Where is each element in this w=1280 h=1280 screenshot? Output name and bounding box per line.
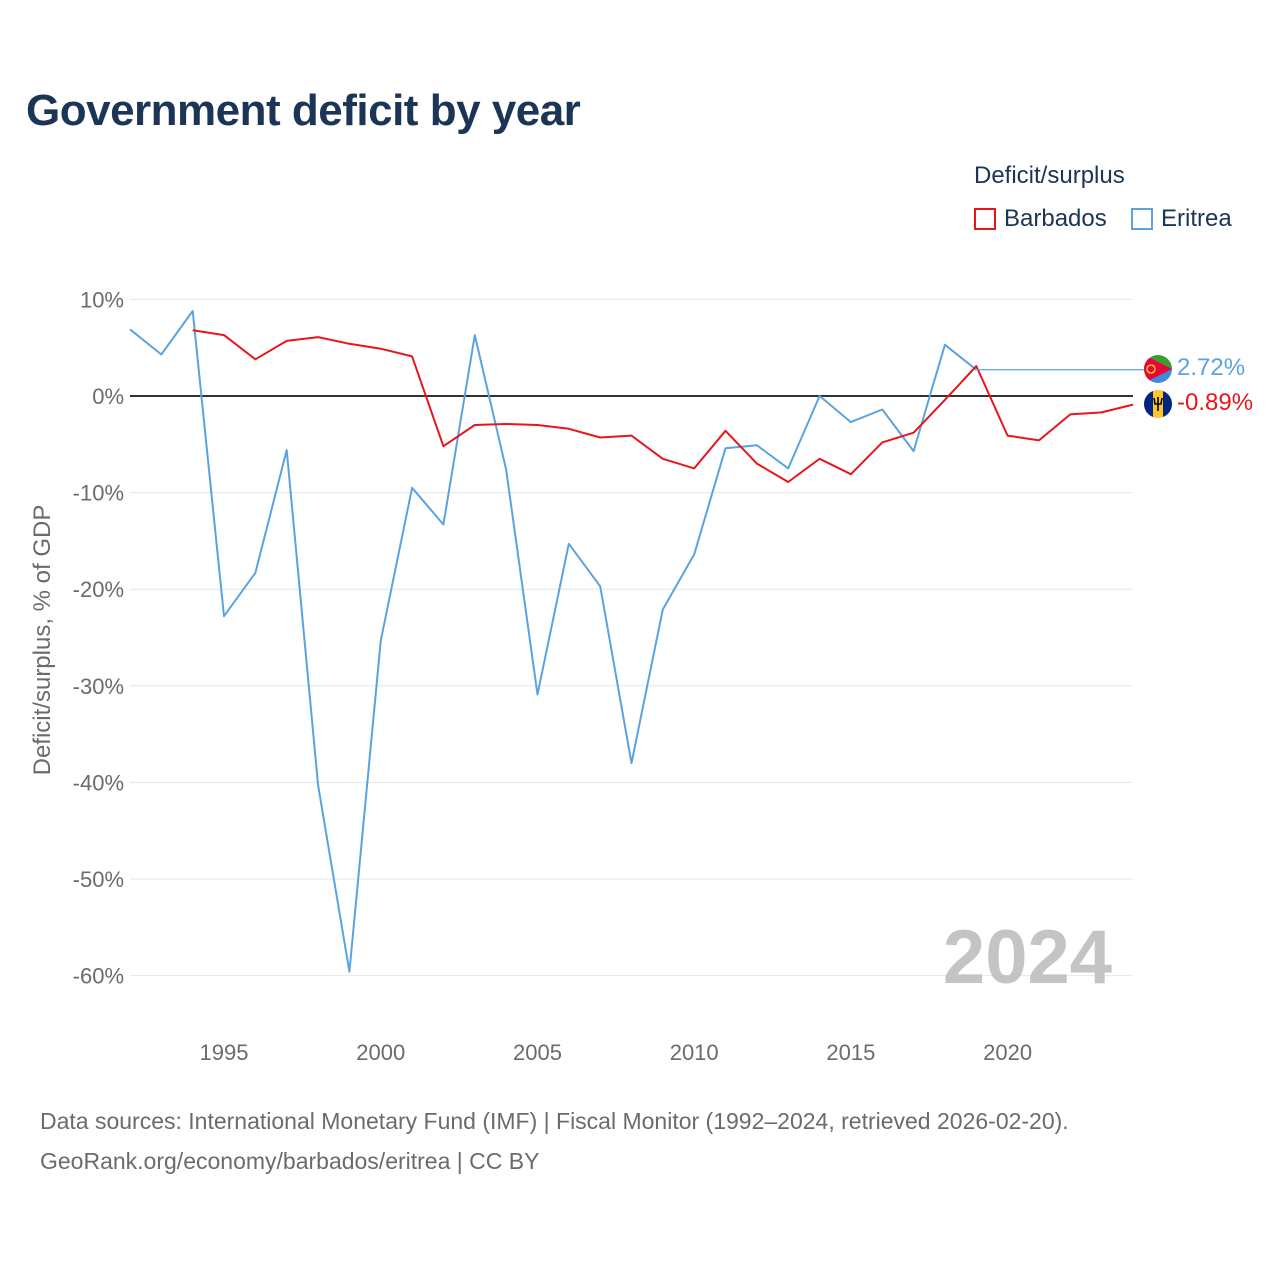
y-tick-label: -60% — [73, 964, 124, 989]
x-tick-label: 2020 — [983, 1040, 1032, 1065]
series-line-barbados — [192, 329, 1134, 483]
legend-title: Deficit/surplus — [974, 162, 1125, 189]
series-line-eritrea — [129, 310, 977, 973]
x-tick-label: 2010 — [670, 1040, 719, 1065]
y-tick-label: -50% — [73, 867, 124, 892]
y-tick-label: 0% — [92, 384, 124, 409]
y-tick-label: 10% — [80, 287, 124, 312]
x-tick-label: 2005 — [513, 1040, 562, 1065]
y-tick-label: -40% — [73, 770, 124, 795]
legend-item-eritrea[interactable]: Eritrea — [1131, 205, 1232, 233]
end-label-barbados: -0.89% — [1177, 389, 1253, 416]
x-tick-label: 2015 — [826, 1040, 875, 1065]
x-tick-label: 2000 — [356, 1040, 405, 1065]
legend-swatch-eritrea — [1131, 208, 1153, 230]
legend-label-barbados: Barbados — [1004, 205, 1107, 232]
y-axis-label: Deficit/surplus, % of GDP — [29, 505, 56, 776]
page-title: Government deficit by year — [26, 86, 581, 135]
y-tick-label: -20% — [73, 577, 124, 602]
footer-attribution[interactable]: GeoRank.org/economy/barbados/eritrea | C… — [40, 1148, 540, 1174]
eritrea-flag — [1144, 355, 1172, 383]
legend-item-barbados[interactable]: Barbados — [974, 205, 1107, 233]
y-tick-label: -30% — [73, 674, 124, 699]
year-watermark: 2024 — [943, 915, 1112, 1000]
end-label-eritrea: 2.72% — [1177, 354, 1245, 381]
y-tick-label: -10% — [73, 481, 124, 506]
legend-label-eritrea: Eritrea — [1161, 205, 1232, 232]
x-tick-label: 1995 — [200, 1040, 249, 1065]
legend-swatch-barbados — [974, 208, 996, 230]
footer-sources: Data sources: International Monetary Fun… — [40, 1108, 1069, 1134]
line-chart: 10% 0% -10% -20% -30% -40% -50% -60% 1995 2000 20… — [29, 287, 1253, 1065]
barbados-flag — [1144, 390, 1172, 418]
